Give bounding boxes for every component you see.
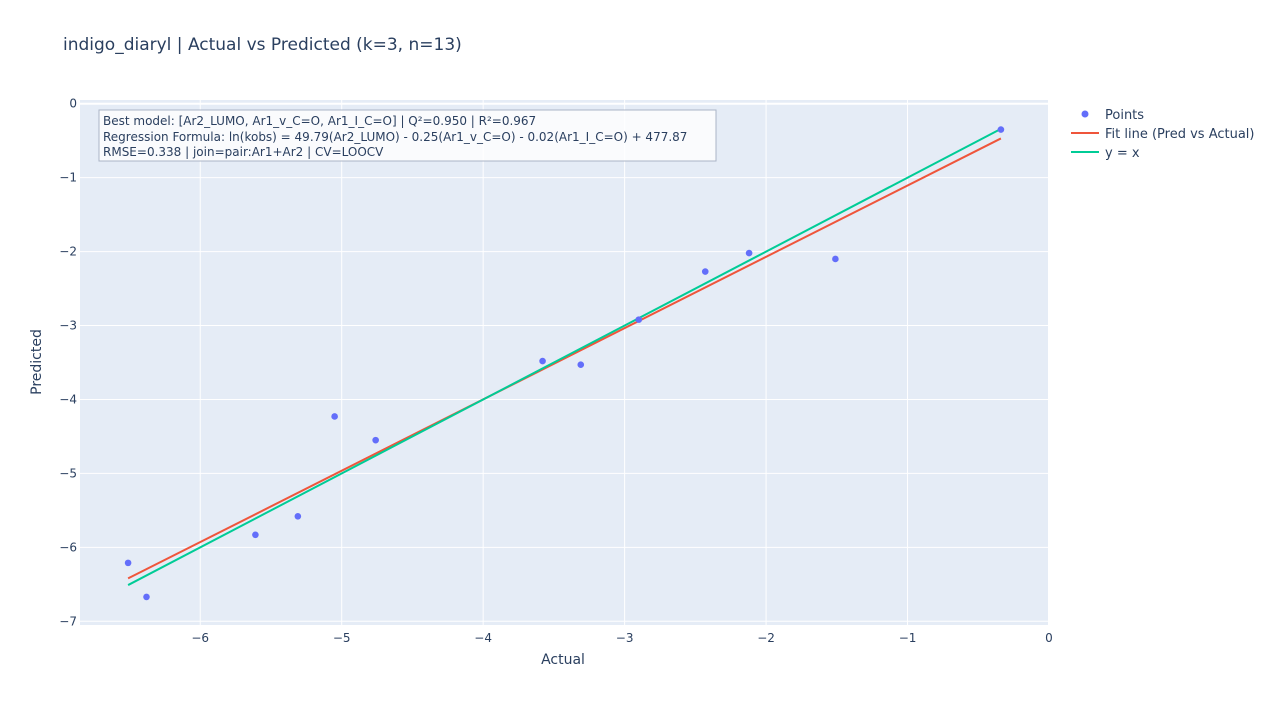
y-tick-label: −5 [59,466,77,480]
grid [80,100,1050,625]
data-point [701,268,709,275]
annotation-background [98,109,717,162]
legend: Points Fit line (Pred vs Actual) y = x [1071,108,1255,161]
series-layer [124,126,1005,601]
data-point [124,559,132,567]
annotation-line-1: Best model: [Ar2_LUMO, Ar1_v_C=O, Ar1_I_… [103,114,536,128]
legend-label-identity-line: y = x [1105,146,1140,161]
identity-line [127,127,1002,586]
y-tick-label: −7 [59,614,77,628]
legend-item-fit-line[interactable]: Fit line (Pred vs Actual) [1071,127,1255,142]
x-tick-label: −4 [474,631,492,645]
legend-item-identity-line[interactable]: y = x [1071,146,1140,161]
data-point [539,357,546,365]
data-point [143,593,150,601]
data-point [294,513,302,520]
y-tick-label: −6 [59,540,77,554]
x-axis-title: Actual [541,652,585,668]
data-point [331,413,338,420]
x-tick-label: 0 [1045,631,1053,645]
chart-title: indigo_diaryl | Actual vs Predicted (k=3… [63,35,462,55]
x-tick-label: −2 [757,631,775,645]
legend-item-points[interactable]: Points [1081,108,1145,123]
fit-line [127,137,1002,580]
annotation-line-2: Regression Formula: ln(kobs) = 49.79(Ar2… [103,130,687,144]
y-tick-label: 0 [69,97,77,111]
annotation-line-3: RMSE=0.338 | join=pair:Ar1+Ar2 | CV=LOOC… [103,145,384,159]
data-point [832,255,839,263]
data-point [372,436,379,444]
legend-marker-points [1081,110,1089,118]
x-tick-label: −1 [899,631,917,645]
data-point [745,249,753,257]
legend-label-fit-line: Fit line (Pred vs Actual) [1105,127,1255,142]
x-tick-label: −3 [616,631,634,645]
y-tick-label: −2 [59,245,77,259]
axes: Actual Predicted −6 −5 −4 −3 −2 −1 0 0 −1 −2 −3 −4 −… [29,97,1053,668]
x-tick-label: −6 [191,631,209,645]
data-point [252,531,259,539]
y-tick-label: −1 [59,171,77,185]
y-tick-label: −3 [59,319,77,333]
y-tick-label: −4 [59,392,77,406]
x-tick-label: −5 [333,631,351,645]
data-point [577,361,585,369]
y-axis-title: Predicted [29,329,45,395]
data-point [997,126,1005,133]
legend-label-points: Points [1105,108,1144,123]
annotation-box: Best model: [Ar2_LUMO, Ar1_v_C=O, Ar1_I_… [98,109,717,162]
data-point [635,316,643,323]
